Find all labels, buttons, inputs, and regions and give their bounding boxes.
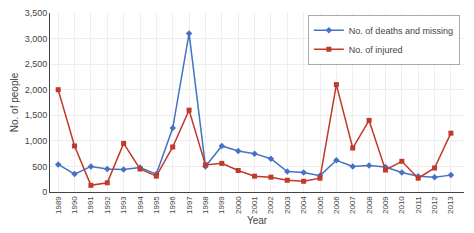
svg-text:Year: Year — [247, 215, 268, 226]
svg-text:1992: 1992 — [103, 196, 112, 214]
svg-text:1990: 1990 — [70, 196, 79, 214]
svg-text:2001: 2001 — [250, 196, 259, 214]
svg-text:1993: 1993 — [119, 196, 128, 214]
svg-text:2003: 2003 — [283, 196, 292, 214]
svg-text:2000: 2000 — [234, 196, 243, 214]
svg-text:3,500: 3,500 — [25, 8, 48, 18]
svg-text:No. of injured: No. of injured — [349, 45, 403, 55]
svg-text:2009: 2009 — [381, 196, 390, 214]
svg-text:0: 0 — [42, 187, 47, 197]
svg-text:2002: 2002 — [267, 196, 276, 214]
svg-text:3,000: 3,000 — [25, 34, 48, 44]
svg-text:2010: 2010 — [397, 196, 406, 214]
svg-text:1997: 1997 — [185, 196, 194, 214]
svg-text:500: 500 — [32, 162, 47, 172]
svg-text:2007: 2007 — [348, 196, 357, 214]
svg-text:No. of people: No. of people — [9, 72, 20, 132]
svg-text:1996: 1996 — [168, 196, 177, 214]
svg-text:No. of deaths and missing: No. of deaths and missing — [349, 26, 453, 36]
svg-text:1994: 1994 — [136, 196, 145, 214]
svg-text:2005: 2005 — [316, 196, 325, 214]
svg-text:1991: 1991 — [87, 196, 96, 214]
svg-text:2006: 2006 — [332, 196, 341, 214]
svg-text:2013: 2013 — [447, 196, 456, 214]
svg-text:1,000: 1,000 — [25, 136, 48, 146]
svg-text:1,500: 1,500 — [25, 110, 48, 120]
svg-text:1998: 1998 — [201, 196, 210, 214]
svg-text:1989: 1989 — [54, 196, 63, 214]
svg-text:2012: 2012 — [430, 196, 439, 214]
svg-text:1995: 1995 — [152, 196, 161, 214]
svg-text:1999: 1999 — [217, 196, 226, 214]
svg-text:2011: 2011 — [414, 196, 423, 214]
svg-text:2,500: 2,500 — [25, 59, 48, 69]
svg-text:2008: 2008 — [365, 196, 374, 214]
svg-text:2004: 2004 — [299, 196, 308, 214]
svg-text:2,000: 2,000 — [25, 85, 48, 95]
